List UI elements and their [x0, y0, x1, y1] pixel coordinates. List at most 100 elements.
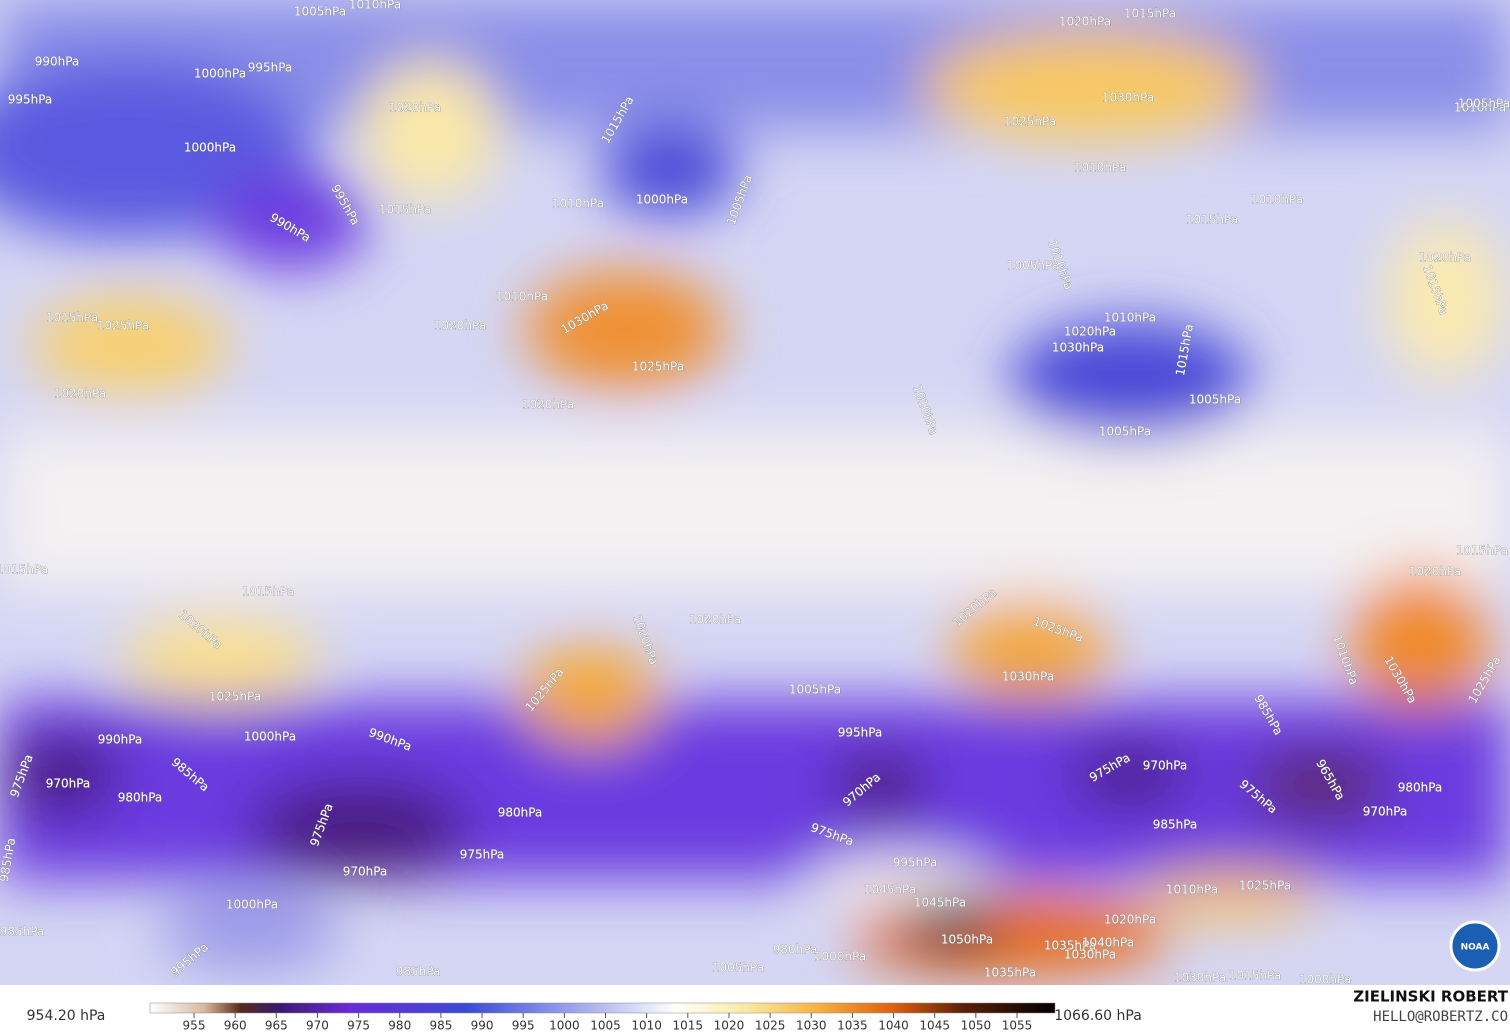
isobar-label: 995hPa: [838, 726, 883, 740]
isobar-label: 1020hPa: [1104, 913, 1156, 927]
colorbar-tick-label: 1035: [837, 1019, 868, 1033]
isobar-label: 1000hPa: [1299, 973, 1351, 987]
isobar-label: 1020hPa: [1059, 15, 1111, 29]
isobar-label: 970hPa: [1143, 759, 1188, 773]
isobar-label: 1010hPa: [1074, 161, 1126, 175]
colorbar-tick-label: 990: [471, 1019, 494, 1033]
colorbar-min: 954.20 hPa: [27, 1008, 106, 1024]
isobar-label: 1015hPa: [1186, 213, 1238, 227]
isobar-label: 985hPa: [396, 965, 441, 979]
isobar-label: 1030hPa: [1052, 341, 1104, 355]
credit-email: HELLO@ROBERTZ.CO: [1373, 1009, 1508, 1025]
logo-text: NOAA: [1461, 943, 1490, 953]
isobar-label: 1035hPa: [1044, 939, 1096, 953]
isobar-label: 1015hPa: [379, 203, 431, 217]
isobar-label: 1030hPa: [1064, 948, 1116, 962]
isobar-label: 985hPa: [0, 925, 44, 939]
isobar-label: 1015hPa: [1124, 7, 1176, 21]
isobar-label: 1045hPa: [914, 896, 966, 910]
colorbar: [149, 1002, 1056, 1014]
colorbar-tick-label: 1020: [714, 1019, 745, 1033]
colorbar-tick-label: 1000: [549, 1019, 580, 1033]
colorbar-tick-label: 955: [183, 1019, 206, 1033]
isobar-label: 1005hPa: [294, 5, 346, 19]
isobar-label: 995hPa: [8, 93, 53, 107]
pressure-field: [0, 0, 1510, 985]
isobar-label: 1000hPa: [244, 730, 296, 744]
isobar-label: 980hPa: [118, 791, 163, 805]
isobar-label: 975hPa: [460, 848, 505, 862]
isobar-label: 1020hPa: [522, 398, 574, 412]
colorbar-tick-label: 1010: [631, 1019, 662, 1033]
isobar-label: 990hPa: [35, 55, 80, 69]
colorbar-tick-label: 1045: [919, 1019, 950, 1033]
isobar-label: 980hPa: [1398, 781, 1443, 795]
colorbar-tick-label: 1055: [1002, 1019, 1033, 1033]
colorbar-max: 1066.60 hPa: [1054, 1008, 1142, 1024]
colorbar-tick-label: 995: [512, 1019, 535, 1033]
isobar-label: 1020hPa: [1409, 565, 1461, 579]
colorbar-tick-label: 1050: [961, 1019, 992, 1033]
isobar-label: 980hPa: [773, 943, 818, 957]
isobar-label: 1005hPa: [1099, 425, 1151, 439]
colorbar-tick-label: 1005: [590, 1019, 621, 1033]
isobar-label: 985hPa: [1153, 818, 1198, 832]
isobar-label: 1010hPa: [1166, 883, 1218, 897]
isobar-label: 995hPa: [248, 61, 293, 75]
colorbar-tick-label: 980: [388, 1019, 411, 1033]
isobar-label: 1025hPa: [632, 360, 684, 374]
isobar-label: 1015hPa: [1456, 544, 1508, 558]
isobar-label: 1005hPa: [1189, 393, 1241, 407]
isobar-label: 1000hPa: [194, 67, 246, 81]
isobar-label: 990hPa: [98, 733, 143, 747]
isobar-label: 1015hPa: [1229, 969, 1281, 983]
isobar-label: 1050hPa: [941, 933, 993, 947]
isobar-label: 1020hPa: [1064, 325, 1116, 339]
isobar-label: 1005hPa: [1458, 97, 1510, 111]
isobar-label: 1010hPa: [349, 0, 401, 12]
isobar-label: 1005hPa: [712, 961, 764, 975]
colorbar-tick-label: 965: [265, 1019, 288, 1033]
colorbar-tick-label: 985: [429, 1019, 452, 1033]
isobar-label: 1000hPa: [814, 950, 866, 964]
isobar-label: 1010hPa: [1251, 193, 1303, 207]
colorbar-tick-label: 975: [347, 1019, 370, 1033]
isobar-label: 1020hPa: [689, 613, 741, 627]
isobar-label: 970hPa: [1363, 805, 1408, 819]
isobar-label: 1000hPa: [636, 193, 688, 207]
credit-name: ZIELINSKI ROBERT: [1353, 988, 1508, 1006]
isobar-label: 1030hPa: [1102, 91, 1154, 105]
isobar-label: 970hPa: [46, 777, 91, 791]
isobar-label: 1010hPa: [496, 290, 548, 304]
colorbar-tick-label: 1015: [673, 1019, 704, 1033]
isobar-label: 1015hPa: [0, 563, 48, 577]
isobar-label: 1005hPa: [789, 683, 841, 697]
isobar-label: 1015hPa: [242, 585, 294, 599]
isobar-label: 1025hPa: [1004, 115, 1056, 129]
isobar-label: 1015hPa: [46, 311, 98, 325]
isobar-label: 1000hPa: [184, 141, 236, 155]
isobar-label: 1045hPa: [864, 883, 916, 897]
isobar-label: 1010hPa: [552, 197, 604, 211]
colorbar-tick-label: 1030: [796, 1019, 827, 1033]
isobar-label: 1010hPa: [1454, 101, 1506, 115]
isobar-label: 1020hPa: [1419, 251, 1471, 265]
isobar-label: 1020hPa: [389, 101, 441, 115]
isobar-label: 1025hPa: [209, 690, 261, 704]
isobar-label: 1020hPa: [54, 387, 106, 401]
isobar-label: 970hPa: [343, 865, 388, 879]
isobar-label: 1020hPa: [434, 319, 486, 333]
isobar-label: 1040hPa: [1082, 936, 1134, 950]
noaa-logo: [1449, 920, 1501, 972]
isobar-label: 1030hPa: [1002, 670, 1054, 684]
colorbar-tick-label: 1025: [755, 1019, 786, 1033]
colorbar-tick-label: 960: [224, 1019, 247, 1033]
isobar-label: 1030hPa: [1174, 971, 1226, 985]
isobar-label: 1025hPa: [1239, 879, 1291, 893]
isobar-label: 1025hPa: [97, 319, 149, 333]
colorbar-tick-label: 1040: [878, 1019, 909, 1033]
isobar-label: 1000hPa: [226, 898, 278, 912]
isobar-label: 1035hPa: [984, 966, 1036, 980]
isobar-label: 1010hPa: [1104, 311, 1156, 325]
